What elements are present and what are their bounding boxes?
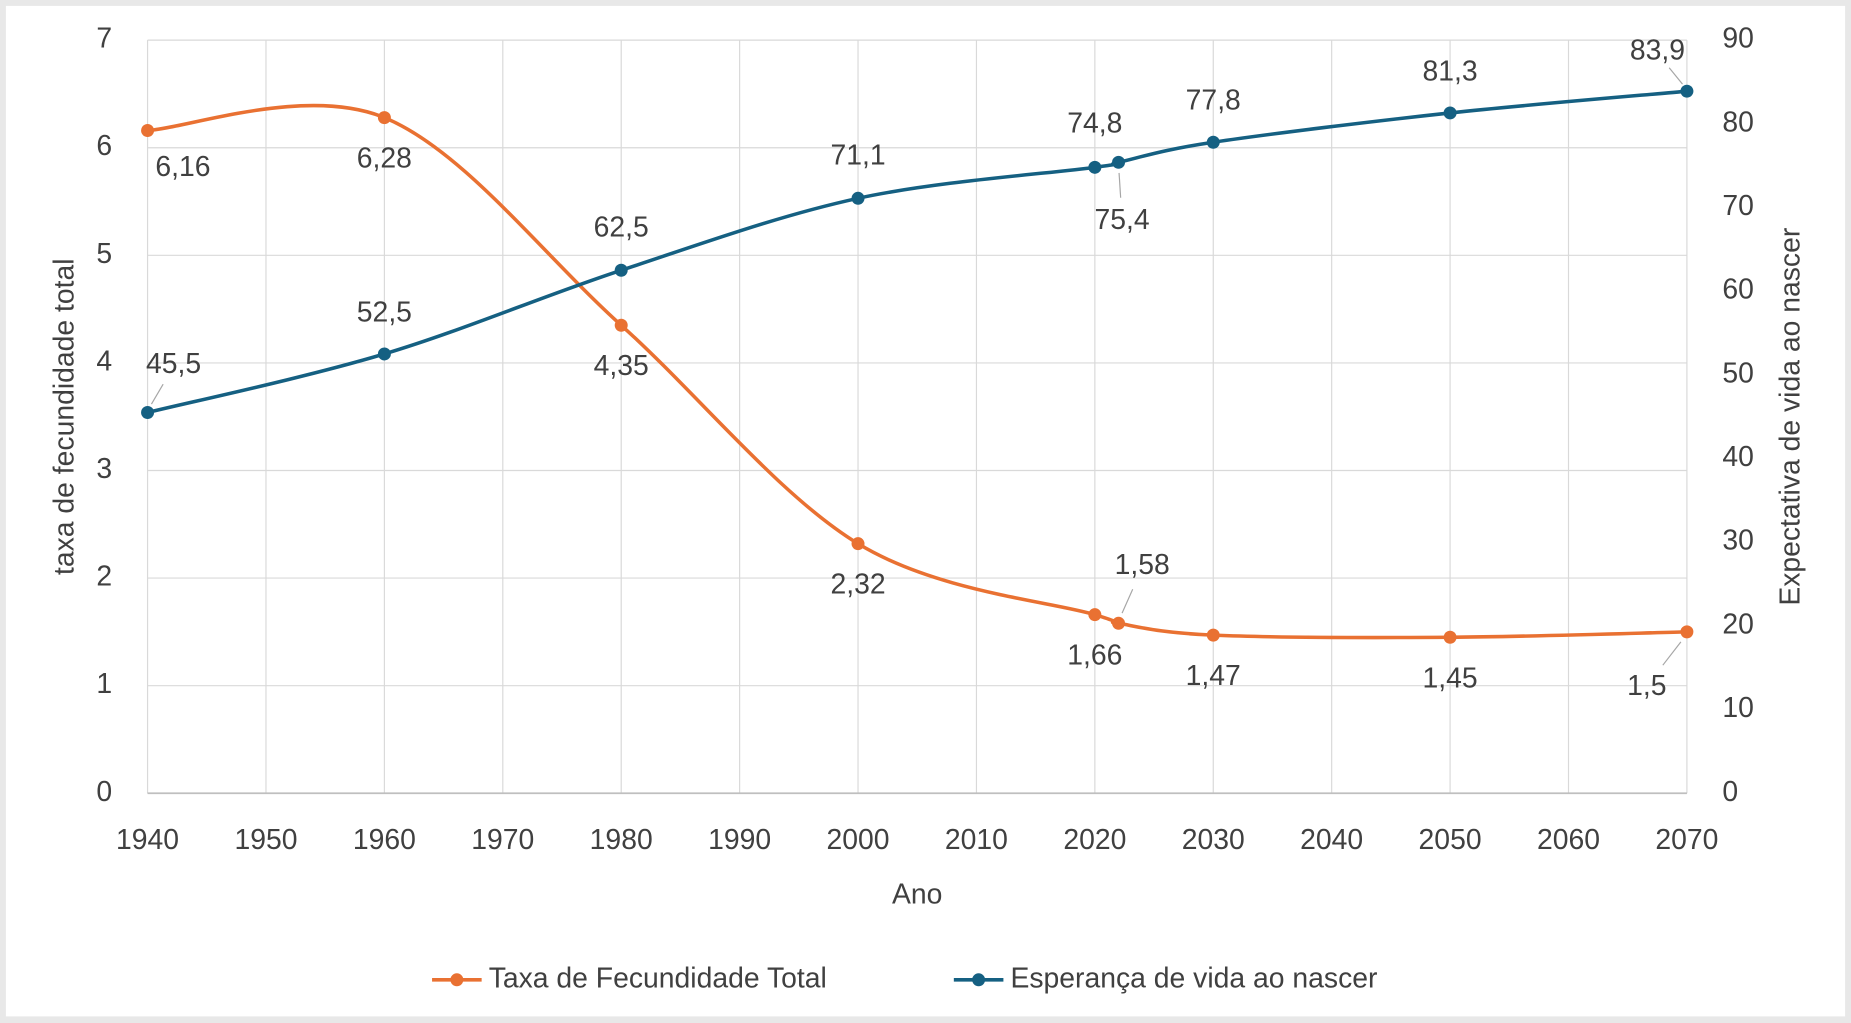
data-point xyxy=(1206,135,1220,149)
x-tick-label: 2030 xyxy=(1182,824,1245,856)
y2-tick-label: 90 xyxy=(1722,23,1754,55)
y-tick-label: 7 xyxy=(96,23,112,55)
y2-tick-label: 60 xyxy=(1722,274,1754,306)
x-tick-label: 1970 xyxy=(471,824,534,856)
y2-tick-label: 80 xyxy=(1722,106,1754,138)
legend-label: Esperança de vida ao nascer xyxy=(1010,962,1377,994)
x-tick-label: 1990 xyxy=(708,824,771,856)
data-label: 71,1 xyxy=(830,139,885,171)
y-tick-label: 4 xyxy=(96,345,112,377)
data-point xyxy=(377,347,391,361)
x-tick-label: 1960 xyxy=(353,824,416,856)
data-label: 1,47 xyxy=(1186,660,1241,692)
data-label: 1,45 xyxy=(1423,662,1478,694)
x-tick-label: 2070 xyxy=(1655,824,1718,856)
data-label: 1,58 xyxy=(1115,549,1170,581)
x-tick-label: 2020 xyxy=(1063,824,1126,856)
chart-area xyxy=(5,5,1846,1017)
y-tick-label: 1 xyxy=(96,668,112,700)
data-label: 83,9 xyxy=(1630,35,1685,67)
leader-line xyxy=(150,383,164,405)
series-line xyxy=(147,103,1687,640)
data-point xyxy=(1680,625,1694,639)
data-point xyxy=(377,111,391,125)
data-label: 77,8 xyxy=(1186,85,1241,117)
x-tick-label: 2010 xyxy=(945,824,1008,856)
data-point xyxy=(1443,106,1457,120)
data-point xyxy=(614,318,628,332)
data-label: 74,8 xyxy=(1067,107,1122,139)
legend-marker xyxy=(972,973,986,987)
y-tick-label: 2 xyxy=(96,561,112,593)
legend-marker xyxy=(450,973,464,987)
leader-line xyxy=(1662,641,1682,666)
y-tick-label: 5 xyxy=(96,238,112,270)
y2-tick-label: 0 xyxy=(1722,776,1738,808)
y2-axis-title: Expectativa de vida ao nascer xyxy=(1774,228,1806,606)
x-tick-label: 2050 xyxy=(1419,824,1482,856)
x-tick-label: 2040 xyxy=(1300,824,1363,856)
data-point xyxy=(1088,160,1102,174)
x-tick-label: 1980 xyxy=(590,824,653,856)
y2-tick-label: 40 xyxy=(1722,441,1754,473)
leader-line xyxy=(1121,589,1134,614)
data-label: 6,28 xyxy=(357,143,412,175)
data-label: 6,16 xyxy=(155,151,210,183)
y-tick-label: 3 xyxy=(96,453,112,485)
data-label: 45,5 xyxy=(146,348,201,380)
data-point xyxy=(1088,608,1102,622)
x-tick-label: 2060 xyxy=(1537,824,1600,856)
y-tick-label: 6 xyxy=(96,130,112,162)
y-axis-title: taxa de fecundidade total xyxy=(49,258,81,575)
data-point xyxy=(851,537,865,551)
y2-tick-label: 20 xyxy=(1722,608,1754,640)
data-label: 2,32 xyxy=(830,569,885,601)
data-label: 81,3 xyxy=(1423,55,1478,87)
data-point xyxy=(851,191,865,205)
data-label: 62,5 xyxy=(594,211,649,243)
data-point xyxy=(1112,616,1126,630)
data-label: 1,5 xyxy=(1627,670,1666,702)
leader-line xyxy=(1668,67,1683,85)
data-point xyxy=(1680,84,1694,98)
x-axis-title: Ano xyxy=(892,878,942,910)
data-label: 75,4 xyxy=(1095,204,1150,236)
x-tick-label: 2000 xyxy=(827,824,890,856)
series-line xyxy=(147,89,1688,415)
x-tick-label: 1940 xyxy=(116,824,179,856)
data-point xyxy=(614,263,628,277)
leader-line xyxy=(1118,172,1122,198)
x-tick-label: 1950 xyxy=(234,824,297,856)
data-point xyxy=(141,124,155,138)
y2-tick-label: 70 xyxy=(1722,190,1754,222)
data-point xyxy=(1206,628,1220,642)
data-point xyxy=(141,406,155,420)
data-label: 4,35 xyxy=(594,350,649,382)
data-point xyxy=(1443,630,1457,644)
data-label: 52,5 xyxy=(357,296,412,328)
legend-label: Taxa de Fecundidade Total xyxy=(489,962,827,994)
y2-tick-label: 50 xyxy=(1722,357,1754,389)
data-point xyxy=(1112,155,1126,169)
data-label: 1,66 xyxy=(1067,640,1122,672)
y2-tick-label: 30 xyxy=(1722,525,1754,557)
y-tick-label: 0 xyxy=(96,776,112,808)
y2-tick-label: 10 xyxy=(1722,692,1754,724)
